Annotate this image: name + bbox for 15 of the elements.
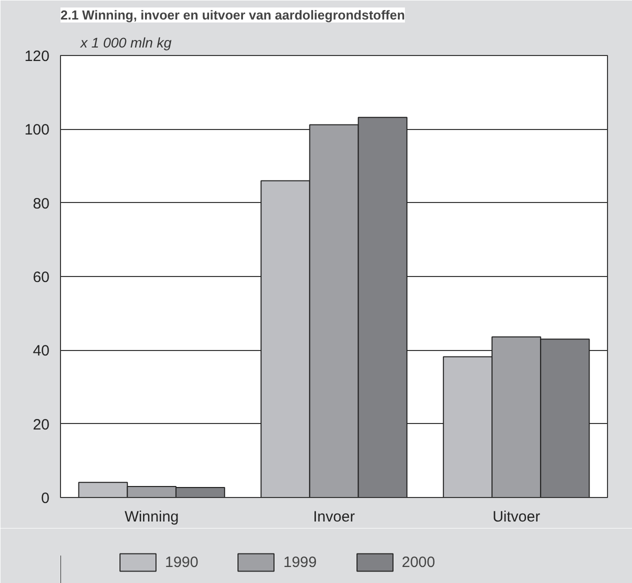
- x-tick-label: Uitvoer: [492, 508, 540, 526]
- y-tick-label: 120: [24, 48, 50, 65]
- y-tick-label: 0: [41, 490, 50, 507]
- x-tick-label: Invoer: [313, 508, 355, 526]
- legend-label: 1999: [283, 554, 317, 570]
- y-axis-title: x 1 000 mln kg: [80, 34, 172, 50]
- y-tick-label: 40: [32, 342, 50, 360]
- y-tick-label: 100: [24, 122, 50, 139]
- y-tick-label: 20: [32, 416, 50, 434]
- y-tick-label: 60: [32, 269, 50, 286]
- x-tick-label: Winning: [124, 508, 179, 526]
- legend-label: 2000: [402, 554, 436, 570]
- legend-label: 1990: [165, 554, 198, 570]
- chart-title: 2.1 Winning, invoer en uitvoer van aardoliegrondstoffen: [60, 8, 405, 22]
- y-tick-label: 80: [32, 195, 50, 212]
